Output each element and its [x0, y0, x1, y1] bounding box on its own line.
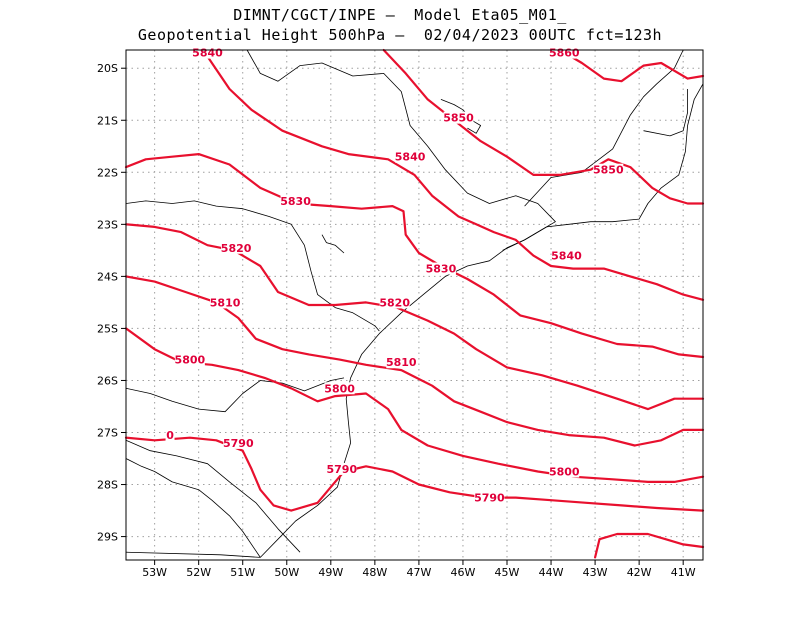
contour-label-bg — [474, 491, 505, 504]
contour-5790 — [124, 436, 705, 512]
contour-label: 5840 — [551, 250, 582, 263]
contour-label: 5800 — [175, 354, 206, 367]
contour-5830 — [124, 153, 705, 359]
coastline — [125, 83, 704, 558]
contour-label: 0 — [166, 429, 174, 442]
contour-label-bg — [386, 356, 417, 369]
border-ms-sp-pr — [125, 200, 380, 332]
contour-label-bg — [593, 163, 624, 176]
x-tick-label: 46W — [451, 566, 476, 579]
y-tick-label: 25S — [97, 322, 118, 335]
contour-label: 5790 — [223, 437, 254, 450]
axis-ticks: 53W 52W 51W 50W 49W 48W 47W 46W 45W 44W 43W 42W 41W 2… — [97, 62, 696, 579]
x-tick-label: 48W — [362, 566, 387, 579]
state-border-mg-sp — [246, 49, 556, 251]
y-tick-label: 29S — [97, 531, 118, 544]
y-tick-label: 28S — [97, 479, 118, 492]
political-boundaries — [125, 49, 704, 558]
contour-label-bg — [551, 249, 582, 262]
contour-label-bg — [425, 262, 456, 275]
contour-label-bg — [174, 353, 205, 366]
contour-5840 — [202, 48, 705, 301]
x-tick-label: 44W — [539, 566, 564, 579]
y-tick-label: 27S — [97, 427, 118, 440]
x-tick-label: 42W — [627, 566, 652, 579]
x-tick-label: 49W — [318, 566, 343, 579]
contour-5790-south — [594, 532, 705, 559]
y-tick-label: 26S — [97, 374, 118, 387]
x-tick-label: 43W — [583, 566, 608, 579]
contour-label: 5800 — [549, 466, 580, 479]
contour-label-bg — [221, 241, 252, 254]
contour-label-bg — [395, 150, 426, 163]
contour-label: 5810 — [386, 356, 417, 369]
contour-label-bg — [165, 429, 175, 442]
contour-label-bg — [280, 194, 311, 207]
contour-label-bg — [210, 296, 241, 309]
title-line-2: Geopotential Height 500hPa – 02/04/2023 … — [137, 26, 663, 44]
border-rs-argentina — [125, 458, 261, 558]
border-sc-rs — [125, 439, 301, 553]
x-tick-label: 50W — [274, 566, 299, 579]
contour-label: 5820 — [221, 242, 252, 255]
contour-label-bg — [379, 296, 410, 309]
contour-label: 5810 — [210, 296, 241, 309]
contour-label: 5860 — [549, 47, 580, 60]
state-border-mg-rj-es — [524, 49, 684, 207]
contour-label: 5840 — [192, 47, 223, 60]
reservoir-center — [321, 234, 345, 254]
contour-label: 5830 — [426, 263, 457, 276]
contour-5810 — [124, 275, 705, 447]
contour-label: 5790 — [327, 463, 358, 476]
contour-label-bg — [223, 436, 254, 449]
contour-labels: 5840 5860 5850 5840 5850 5830 5820 5840 5830 5810… — [165, 46, 624, 505]
x-tick-label: 52W — [186, 566, 211, 579]
y-tick-label: 21S — [97, 114, 118, 127]
x-tick-label: 51W — [230, 566, 255, 579]
contour-5800 — [124, 327, 705, 483]
y-tick-label: 24S — [97, 270, 118, 283]
contour-5850 — [382, 48, 705, 205]
contour-label: 5790 — [474, 492, 505, 505]
map-frame — [125, 49, 704, 561]
x-tick-label: 41W — [671, 566, 696, 579]
contour-label: 5850 — [593, 164, 624, 177]
contour-5820 — [124, 223, 705, 411]
contour-label: 5800 — [324, 382, 355, 395]
title-line-1: DIMNT/CGCT/INPE – Model Eta05_M01_ — [233, 6, 567, 24]
y-tick-label: 22S — [97, 166, 118, 179]
contour-label-bg — [326, 462, 357, 475]
contour-label-bg — [443, 111, 474, 124]
contour-label: 5830 — [280, 195, 311, 208]
border-pr-sc — [125, 377, 345, 413]
contour-5860 — [558, 48, 705, 83]
contour-label: 5820 — [379, 296, 410, 309]
x-tick-label: 53W — [142, 566, 167, 579]
contour-label-bg — [549, 465, 580, 478]
x-tick-label: 45W — [495, 566, 520, 579]
y-tick-label: 23S — [97, 218, 118, 231]
y-tick-label: 20S — [97, 62, 118, 75]
height-contours — [124, 48, 705, 559]
contour-label: 5840 — [395, 151, 426, 164]
contour-label-bg — [324, 382, 355, 395]
x-tick-label: 47W — [406, 566, 431, 579]
contour-label: 5850 — [443, 112, 474, 125]
state-border-rj-es — [643, 89, 688, 137]
